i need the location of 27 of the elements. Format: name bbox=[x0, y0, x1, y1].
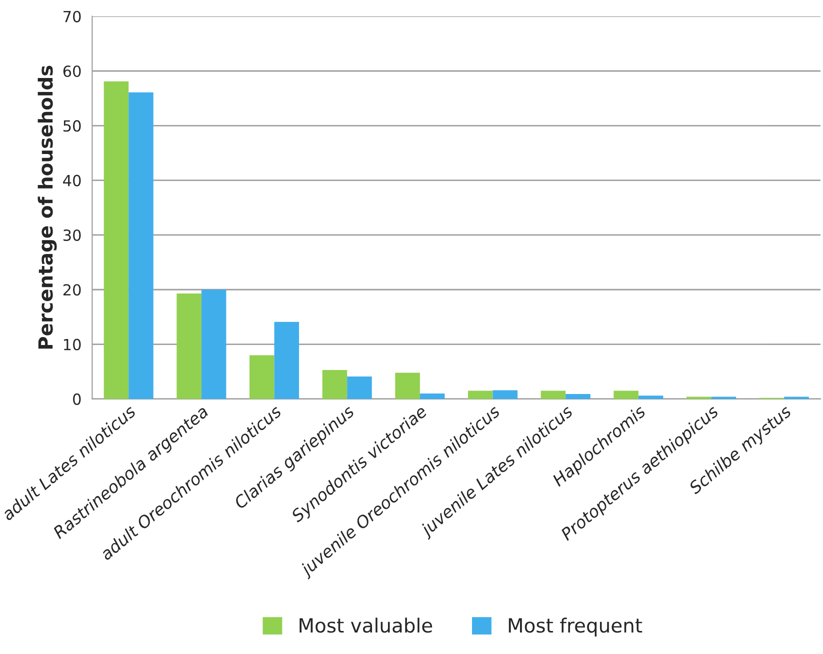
bar bbox=[347, 376, 372, 399]
bar bbox=[176, 293, 202, 399]
legend-label: Most frequent bbox=[508, 618, 642, 636]
bar bbox=[566, 394, 590, 399]
y-tick-label: 10 bbox=[64, 338, 81, 350]
bar bbox=[104, 81, 129, 399]
bar bbox=[614, 390, 638, 399]
y-tick-label: 20 bbox=[63, 284, 81, 296]
bar bbox=[492, 390, 518, 399]
y-tick-label: 30 bbox=[63, 229, 81, 241]
bar bbox=[322, 370, 348, 399]
bar bbox=[250, 355, 274, 399]
bar bbox=[274, 322, 300, 399]
bar bbox=[201, 290, 226, 399]
bar bbox=[468, 390, 493, 399]
y-tick-label: 60 bbox=[63, 65, 81, 78]
y-tick-label: 50 bbox=[64, 120, 81, 132]
y-tick-label: 0 bbox=[73, 393, 81, 405]
bar bbox=[128, 92, 154, 399]
y-axis-title: Percentage of households bbox=[38, 66, 57, 349]
bar bbox=[638, 396, 664, 399]
legend-label: Most valuable bbox=[300, 618, 432, 633]
bar bbox=[540, 390, 566, 399]
y-tick-label: 40 bbox=[63, 174, 81, 186]
y-tick-label: 70 bbox=[64, 10, 81, 22]
bar bbox=[395, 372, 420, 399]
bar bbox=[420, 393, 445, 399]
